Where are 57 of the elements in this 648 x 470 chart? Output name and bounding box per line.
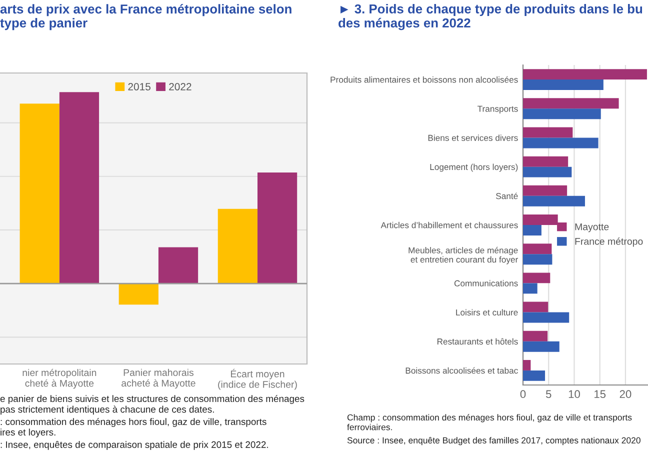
legend-label: 2022 [169, 83, 192, 90]
bar [523, 360, 531, 370]
bar [523, 80, 604, 90]
bar [218, 208, 258, 284]
x-tick-label: 0 [520, 390, 526, 398]
chart-title: ► 3. Poids de chaque type de produits dans le bu des ménages en 2022 [338, 4, 642, 30]
x-tick-label: nier métropolitain cheté à Mayotte [22, 368, 96, 389]
text: e panier de biens suivis et les structures de consommation des ménages pas strictement identiques à chacune de ces dates. [0, 395, 304, 415]
legend-label: 2015 [128, 83, 150, 90]
x-tick-label: 5 [546, 390, 552, 398]
bar [523, 370, 546, 381]
bar [523, 69, 647, 80]
y-tick-label: Loisirs et culture [456, 309, 518, 316]
y-tick-label: Santé [496, 192, 518, 200]
bar [523, 312, 570, 323]
bar [523, 196, 585, 206]
y-tick-label: Produits alimentaires et boissons non alcoolisées [330, 76, 518, 83]
bar [523, 283, 538, 294]
bar [257, 172, 298, 284]
bar [59, 92, 100, 284]
bar [523, 185, 568, 196]
legend-label: France métropo [575, 238, 643, 247]
bar [523, 108, 601, 120]
bar [523, 156, 568, 167]
y-tick-label: Restaurants et hôtels [437, 338, 518, 345]
y-tick-label: Articles d’habillement et chaussures [380, 222, 518, 228]
x-tick-label: 10 [568, 390, 580, 398]
bar [523, 341, 560, 352]
chart-title: arts de prix avec la France métropolitaine selon type de panier [0, 4, 292, 30]
bar [118, 284, 158, 305]
bar [523, 330, 548, 342]
legend-label: Mayotte [575, 223, 609, 232]
bar [523, 225, 542, 236]
x-tick-label: 15 [594, 390, 606, 398]
x-tick-label: Écart moyen (indice de Fischer) [218, 368, 297, 390]
source-note: Source : Insee, enquête Budget des familles 2017, comptes nationaux 2020 [347, 437, 640, 446]
x-tick-label: 20 [620, 390, 632, 398]
bar [523, 254, 552, 265]
bar [523, 244, 552, 254]
y-tick-label: Biens et services divers [428, 134, 518, 141]
y-tick-label: Boissons alcoolisées et tabac [406, 367, 518, 374]
y-tick-label: Logement (hors loyers) [430, 164, 518, 172]
bar [523, 166, 572, 178]
bar [523, 302, 548, 312]
y-tick-label: Transports [478, 106, 518, 114]
bar [523, 138, 598, 148]
bar [523, 272, 550, 284]
bar [523, 127, 573, 138]
text: : consommation des ménages hors fioul, gaz de ville, transports ires et loyers. [0, 418, 266, 438]
bar [20, 104, 60, 284]
y-tick-label: Meubles, articles de ménage et entretien courant du foyer [408, 246, 518, 264]
text: : Insee, enquêtes de comparaison spatiale de prix 2015 et 2022. [0, 441, 268, 450]
y-tick-label: Communications [454, 280, 518, 286]
text: Champ : consommation des ménages hors fioul, gaz de ville et transports ferroviaires. [347, 414, 632, 430]
x-tick-label: Panier mahorais acheté à Mayotte [122, 368, 196, 389]
bar [523, 98, 619, 109]
bar [158, 247, 198, 284]
